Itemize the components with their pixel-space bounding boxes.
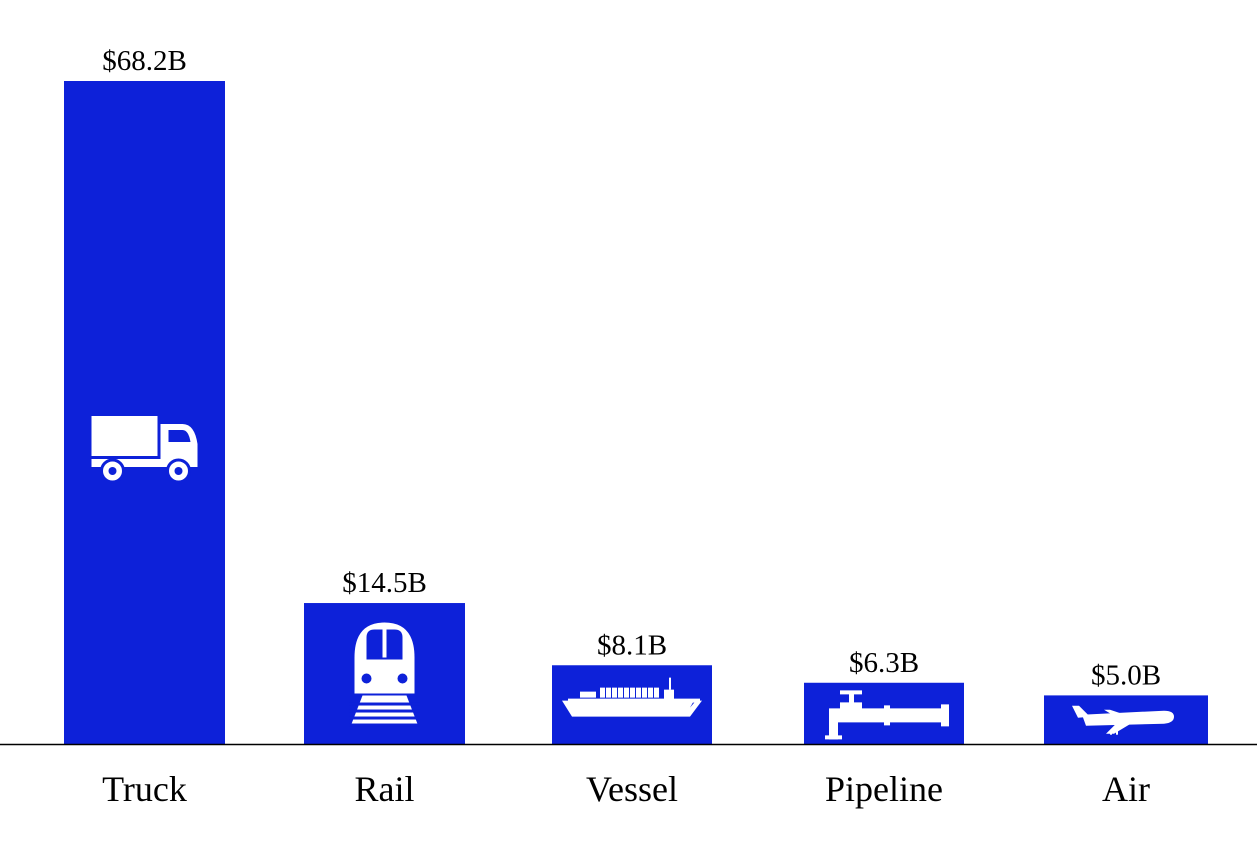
category-label-truck: Truck (102, 769, 187, 809)
truck-icon (91, 416, 198, 484)
value-label-pipeline: $6.3B (849, 647, 919, 679)
category-label-air: Air (1102, 769, 1150, 809)
category-label-rail: Rail (355, 769, 415, 809)
bar-truck (64, 81, 225, 744)
pipeline-icon (825, 690, 949, 740)
value-label-air: $5.0B (1091, 659, 1161, 691)
category-label-vessel: Vessel (586, 769, 678, 809)
labels-layer: $68.2B Truck $14.5B Rail $8.1B Vessel $6.3B Pip… (102, 45, 1161, 809)
value-label-rail: $14.5B (342, 567, 427, 599)
train-icon (348, 622, 421, 727)
value-label-truck: $68.2B (102, 45, 187, 77)
ship-icon (562, 677, 702, 717)
category-label-pipeline: Pipeline (825, 769, 943, 809)
airplane-icon (1072, 705, 1174, 735)
icons-layer (91, 416, 1174, 740)
value-label-vessel: $8.1B (597, 629, 667, 661)
